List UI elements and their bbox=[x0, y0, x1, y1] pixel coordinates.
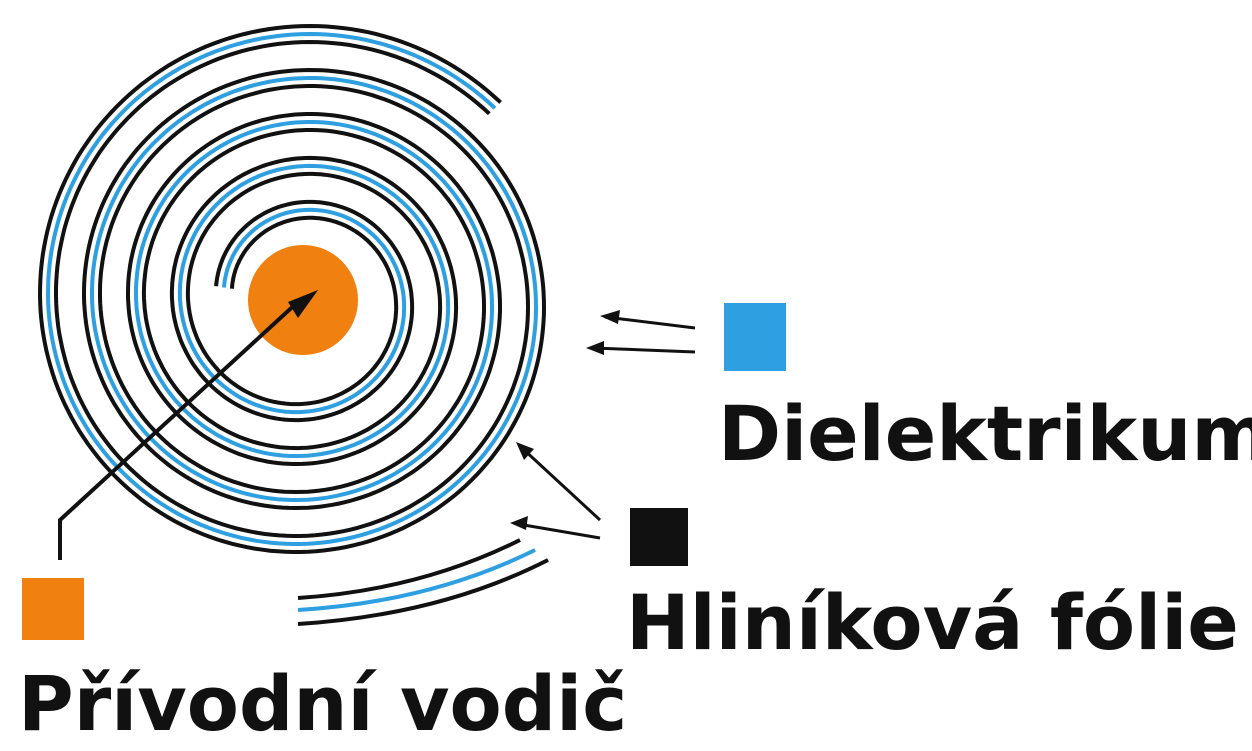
foil-pointer-lower bbox=[517, 522, 601, 540]
foil-strip-outer bbox=[37, 23, 547, 554]
foil-legend-label: Hliníková fólie bbox=[626, 578, 1239, 667]
lead-wire bbox=[58, 298, 302, 560]
winding-tail bbox=[297, 538, 549, 626]
dielectric-pointer-upper bbox=[604, 315, 696, 330]
dielectric-legend-label: Dielektrikum bbox=[718, 389, 1252, 478]
foil-strip-inner bbox=[54, 39, 531, 538]
spiral-winding bbox=[37, 23, 547, 554]
dielectric-strip bbox=[45, 31, 539, 546]
dielectric-pointer-lower bbox=[592, 346, 696, 354]
lead-arrowhead bbox=[288, 290, 318, 318]
foil-pointer-upper bbox=[520, 446, 602, 522]
foil-legend-swatch bbox=[630, 508, 688, 566]
dielectric-legend-swatch bbox=[724, 303, 786, 371]
foil-pointer-upper-arrowhead bbox=[516, 442, 534, 460]
lead-legend-label: Přívodní vodič bbox=[18, 659, 628, 748]
foil-pointer-lower-arrowhead bbox=[510, 516, 528, 530]
dielectric-pointer-lower-arrowhead bbox=[586, 341, 604, 355]
lead-legend-swatch bbox=[22, 578, 84, 640]
dielectric-pointer-upper-arrowhead bbox=[600, 310, 620, 324]
